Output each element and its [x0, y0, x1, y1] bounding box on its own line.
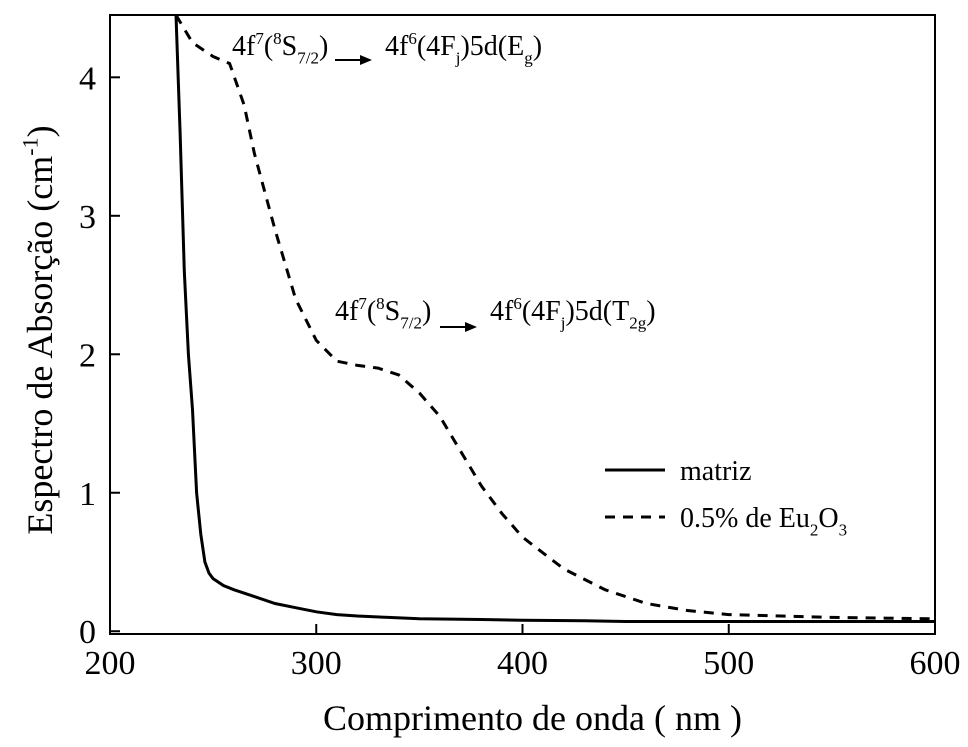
text-part: j — [455, 48, 461, 67]
y-tick-label: 3 — [79, 199, 96, 236]
text-part: S — [385, 296, 401, 327]
text-part: 6 — [408, 29, 417, 48]
text-part: 0.5% de Eu — [680, 503, 810, 534]
text-part: 2g — [629, 313, 647, 332]
text-part: Espectro de Absorção (cm — [20, 156, 60, 535]
annotation-arrowhead — [465, 322, 477, 332]
series-line — [174, 15, 935, 623]
text-part: 4f — [335, 296, 359, 327]
text-part: 6 — [513, 294, 522, 313]
text-part: 4f — [232, 31, 256, 62]
y-tick-label: 4 — [79, 60, 96, 97]
text-part: ) — [319, 31, 328, 62]
text-part: 7 — [358, 294, 367, 313]
text-part: ) — [422, 296, 431, 327]
text-part: g — [524, 48, 533, 67]
x-tick-label: 400 — [497, 645, 548, 682]
y-tick-label: 0 — [79, 614, 96, 651]
text-part: -1 — [18, 137, 43, 155]
annotation: 4f7(8S7/2) — [232, 29, 328, 68]
text-part: ) — [533, 31, 542, 62]
text-part: 4f — [490, 296, 514, 327]
y-axis-label: Espectro de Absorção (cm-1) — [18, 125, 60, 534]
text-part: ( — [367, 296, 376, 327]
text-part: j — [560, 313, 566, 332]
annotation: 4f6(4Fj)5d(Eg) — [385, 29, 542, 68]
x-tick-label: 200 — [85, 645, 136, 682]
text-part: ) — [646, 296, 655, 327]
annotation: 4f7(8S7/2) — [335, 294, 431, 333]
text-part: 7/2 — [297, 48, 319, 67]
text-part: )5d(T — [565, 296, 629, 327]
x-tick-label: 600 — [910, 645, 961, 682]
y-tick-label: 2 — [79, 337, 96, 374]
series-line — [174, 15, 935, 621]
text-part: 8 — [376, 294, 385, 313]
text-part: 2 — [810, 520, 819, 539]
text-part: (4F — [522, 296, 561, 327]
text-part: 4f — [385, 31, 409, 62]
text-part: )5d(E — [460, 31, 524, 62]
text-part: ) — [20, 125, 60, 137]
y-tick-label: 1 — [79, 476, 96, 513]
text-part: matriz — [680, 456, 752, 487]
text-part: (4F — [417, 31, 456, 62]
x-tick-label: 300 — [291, 645, 342, 682]
text-part: 8 — [273, 29, 282, 48]
x-axis-label: Comprimento de onda ( nm ) — [323, 698, 742, 738]
x-tick-label: 500 — [703, 645, 754, 682]
text-part: ( — [264, 31, 273, 62]
text-part: 7/2 — [400, 313, 422, 332]
legend-label: 0.5% de Eu2O3 — [680, 503, 847, 539]
legend-label: matriz — [680, 456, 752, 487]
text-part: 3 — [839, 520, 848, 539]
annotation: 4f6(4Fj)5d(T2g) — [490, 294, 656, 333]
annotation-arrowhead — [360, 55, 372, 65]
text-part: S — [282, 31, 298, 62]
text-part: O — [818, 503, 838, 534]
text-part: 7 — [255, 29, 264, 48]
